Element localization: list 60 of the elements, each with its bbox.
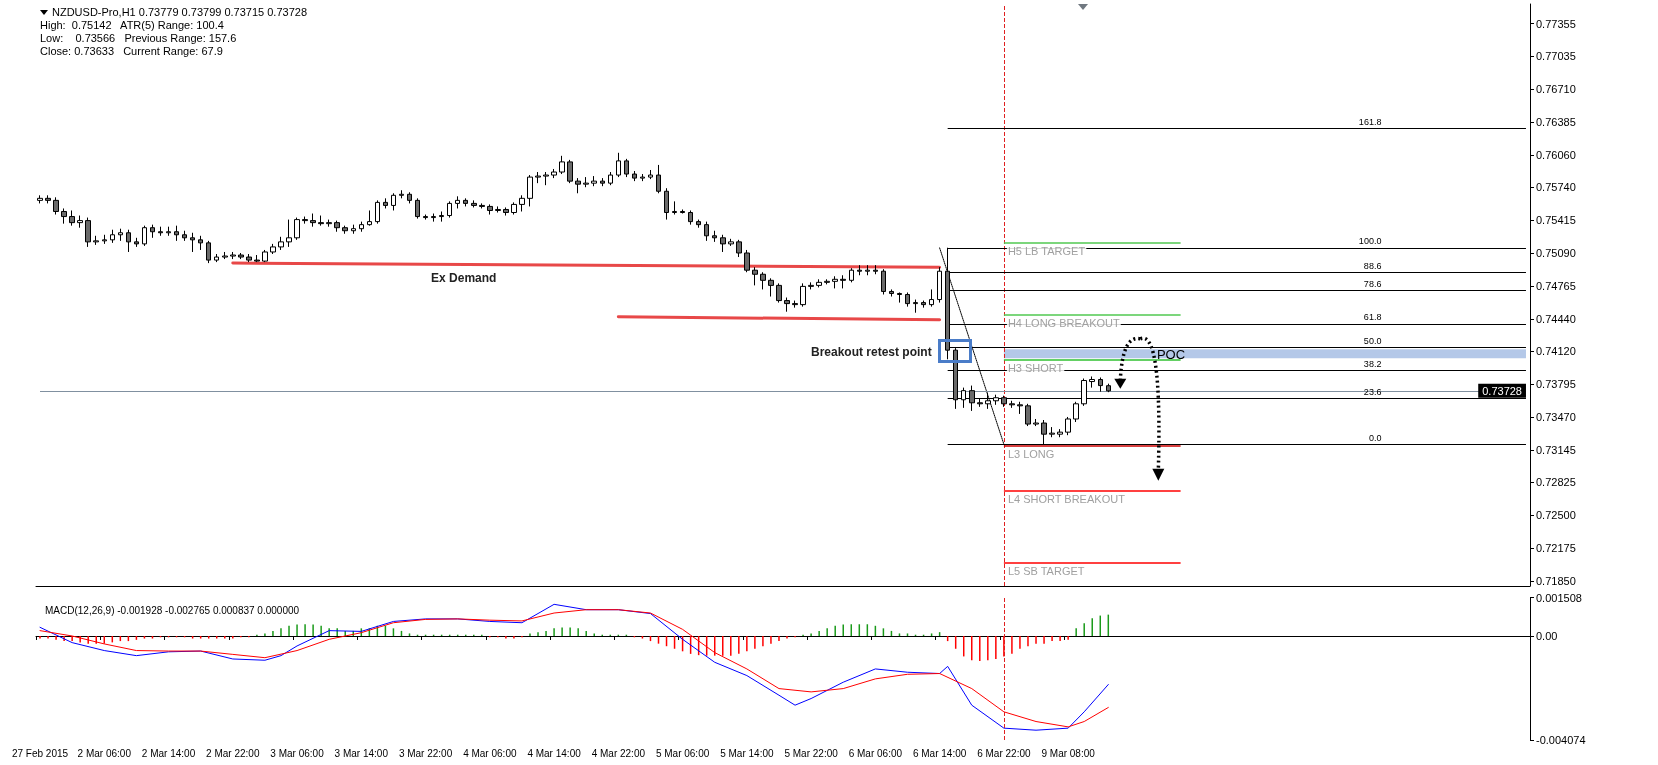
annotation: 0.0 (1368, 432, 1382, 443)
band-label: POC (1156, 347, 1186, 363)
x-tick-label: 3 Mar 06:00 (270, 747, 325, 759)
x-tick-label: 2 Mar 14:00 (141, 747, 196, 759)
ref-line-label: L4 SHORT BREAKOUT (1007, 493, 1126, 506)
x-tick-label: 2 Mar 22:00 (206, 747, 260, 759)
y-tick-label: 0.74440 (1536, 312, 1576, 325)
x-tick-label: 3 Mar 22:00 (398, 747, 453, 759)
chart-title: NZDUSD-Pro,H1 0.73779 0.73799 0.73715 0.73728 (52, 6, 308, 18)
ref-line-label: L3 LONG (1007, 447, 1055, 460)
y-tick-label: 0.72825 (1536, 476, 1576, 489)
y-tick-label: 0.77035 (1536, 50, 1576, 63)
x-tick-label: 4 Mar 14:00 (527, 747, 582, 759)
y-tick-label: 0.001508 (1536, 591, 1582, 604)
annotation: 100.0 (1358, 236, 1382, 247)
y-tick-label: 0.75415 (1536, 214, 1576, 227)
annotation: 161.8 (1358, 117, 1382, 127)
annotation: 38.2 (1363, 358, 1382, 369)
y-tick-label: 0.76060 (1536, 148, 1576, 161)
y-tick-label: 0.71850 (1536, 574, 1576, 587)
y-tick-label: 0.77355 (1536, 17, 1576, 30)
y-tick-label: 0.73795 (1536, 378, 1576, 391)
text: MACD(12,26,9) -0.001928 -0.002765 0.000837 0.000000 (45, 604, 300, 616)
y-tick-label: 0.75090 (1536, 246, 1576, 259)
x-tick-label: 27 Feb 2015 (11, 747, 69, 759)
x-tick-label: 6 Mar 22:00 (977, 747, 1031, 759)
x-tick-label: 3 Mar 14:00 (334, 747, 389, 759)
ref-line-label: H5 LB TARGET (1007, 245, 1086, 258)
annotation: Ex Demand (431, 271, 497, 285)
y-tick-label: 0.74765 (1536, 279, 1576, 292)
y-tick-label: 0.76710 (1536, 83, 1576, 96)
x-tick-label: 6 Mar 06:00 (848, 747, 903, 759)
y-tick-label: 0.73470 (1536, 410, 1576, 423)
x-tick-label: 6 Mar 14:00 (912, 747, 967, 759)
annotation: 23.6 (1363, 387, 1382, 398)
annotation: 78.6 (1363, 278, 1382, 289)
y-tick-label: 0.75740 (1536, 181, 1576, 194)
x-tick-label: 5 Mar 06:00 (655, 747, 710, 759)
annotation: 61.8 (1363, 312, 1382, 323)
y-tick-label: 0.00 (1536, 630, 1558, 642)
y-tick-label: 0.76385 (1536, 115, 1576, 128)
ref-line-label: 0.73728 (1482, 384, 1522, 397)
x-tick-label: 4 Mar 06:00 (463, 747, 517, 759)
y-tick-label: -0.004074 (1536, 734, 1586, 746)
x-tick-label: 2 Mar 06:00 (77, 747, 132, 759)
x-tick-label: 9 Mar 08:00 (1041, 747, 1096, 759)
annotation: 50.0 (1363, 335, 1382, 346)
x-tick-label: 5 Mar 22:00 (784, 747, 839, 759)
ref-line-label: L5 SB TARGET (1007, 565, 1085, 578)
annotation: Breakout retest point (811, 345, 932, 360)
annotation: 88.6 (1363, 260, 1382, 271)
text: High: 0.75142 ATR(5) Range: 100.4 Low: 0.73566 Previous Range: 157.6 Close: 0.73633 Current Range: 67.9 (40, 19, 238, 58)
x-tick-label: 5 Mar 14:00 (720, 747, 774, 759)
y-tick-label: 0.72175 (1536, 542, 1576, 555)
y-tick-label: 0.73145 (1536, 443, 1576, 456)
x-tick-label: 4 Mar 22:00 (591, 747, 646, 759)
ref-line-label: H4 LONG BREAKOUT (1007, 317, 1121, 330)
y-tick-label: 0.72500 (1536, 509, 1576, 522)
y-tick-label: 0.74120 (1536, 345, 1576, 358)
ref-line-label: H3 SHORT (1007, 361, 1064, 374)
